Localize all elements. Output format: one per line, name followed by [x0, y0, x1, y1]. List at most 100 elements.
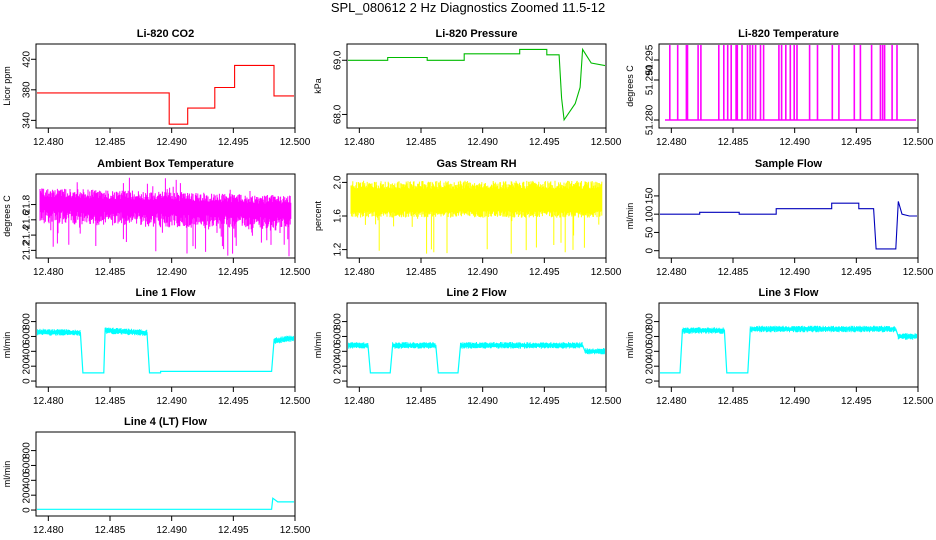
- chart-title: Li-820 Pressure: [436, 28, 518, 40]
- series-line: [669, 45, 898, 120]
- x-tick-label: 12.495: [218, 137, 249, 148]
- chart-1: Li-820 Pressure 12.480 12.485 12.490 12.495 1…: [313, 28, 622, 148]
- x-tick-label: 12.485: [95, 267, 126, 278]
- y-tick-label: 800: [22, 442, 33, 459]
- plot-frame: [35, 302, 296, 388]
- x-tick-label: 12.480: [344, 267, 375, 278]
- x-tick-label: 12.485: [406, 137, 437, 148]
- chart-6: Line 1 Flow 12.480 12.485 12.490 12.495 12.50…: [2, 287, 311, 407]
- x-tick-label: 12.500: [591, 267, 622, 278]
- y-tick-label: 600: [22, 457, 33, 474]
- series-noise: [348, 342, 605, 355]
- series-line: [37, 497, 294, 510]
- y-tick-label: 1.6: [333, 209, 344, 223]
- y-tick-label: 200: [22, 357, 33, 374]
- y-tick-label: 21.8: [22, 194, 33, 214]
- y-tick-label: 800: [645, 313, 656, 330]
- y-tick-label: 2.0: [333, 175, 344, 189]
- y-tick-label: 100: [645, 205, 656, 222]
- chart-5: Sample Flow 12.480 12.485 12.490 12.495 12.50…: [625, 158, 934, 278]
- series-noise: [37, 327, 294, 344]
- chart-0: Li-820 CO2 12.480 12.485 12.490 12.495 12.500…: [2, 28, 311, 148]
- y-axis-label: percent: [313, 200, 323, 231]
- x-tick-label: 12.490: [779, 267, 810, 278]
- chart-title: Sample Flow: [755, 158, 823, 170]
- y-tick-label: 800: [22, 313, 33, 330]
- y-tick-label: 0: [645, 378, 656, 384]
- x-tick-label: 12.495: [841, 137, 872, 148]
- x-tick-label: 12.480: [656, 137, 687, 148]
- plot-frame: [346, 302, 607, 388]
- chart-9: Line 4 (LT) Flow 12.480 12.485 12.490 12.495…: [2, 416, 311, 536]
- chart-title: Line 4 (LT) Flow: [124, 416, 207, 428]
- y-tick-label: 400: [22, 343, 33, 360]
- x-tick-label: 12.490: [156, 525, 187, 536]
- chart-8: Line 3 Flow 12.480 12.485 12.490 12.495 12.50…: [625, 287, 934, 407]
- y-tick-label: 380: [22, 81, 33, 98]
- y-tick-label: 21.4: [22, 225, 33, 245]
- y-tick-label: 51.295: [645, 44, 656, 75]
- plot-frame: [35, 43, 296, 129]
- plot-frame: [658, 43, 919, 129]
- x-tick-label: 12.490: [156, 137, 187, 148]
- x-tick-label: 12.500: [280, 525, 311, 536]
- chart-title: Gas Stream RH: [436, 158, 516, 170]
- x-tick-label: 12.500: [591, 396, 622, 407]
- y-tick-label: 51.290: [645, 64, 656, 95]
- x-tick-label: 12.480: [33, 525, 64, 536]
- chart-7: Line 2 Flow 12.480 12.485 12.490 12.495 12.50…: [313, 287, 622, 407]
- x-tick-label: 12.495: [841, 267, 872, 278]
- x-tick-label: 12.480: [33, 267, 64, 278]
- chart-title: Ambient Box Temperature: [97, 158, 234, 170]
- y-tick-label: 800: [333, 313, 344, 330]
- plot-frame: [346, 43, 607, 129]
- y-axis-label: ml/min: [2, 332, 12, 359]
- x-tick-label: 12.490: [156, 396, 187, 407]
- y-tick-label: 200: [333, 357, 344, 374]
- y-tick-label: 200: [645, 357, 656, 374]
- x-tick-label: 12.485: [718, 396, 749, 407]
- y-tick-label: 0: [333, 378, 344, 384]
- x-tick-label: 12.480: [656, 267, 687, 278]
- series-noise: [681, 325, 917, 340]
- chart-4: Gas Stream RH 12.480 12.485 12.490 12.495 12.…: [313, 158, 622, 278]
- x-tick-label: 12.490: [467, 396, 498, 407]
- y-tick-label: 400: [645, 343, 656, 360]
- y-tick-label: 0: [22, 378, 33, 384]
- y-axis-label: ml/min: [625, 332, 635, 359]
- x-tick-label: 12.495: [529, 137, 560, 148]
- series-line: [660, 201, 917, 250]
- chart-3: Ambient Box Temperature 12.480 12.485 12.49…: [2, 158, 311, 278]
- x-tick-label: 12.490: [779, 396, 810, 407]
- chart-title: Li-820 Temperature: [738, 28, 839, 40]
- x-tick-label: 12.480: [33, 396, 64, 407]
- page-title: SPL_080612 2 Hz Diagnostics Zoomed 11.5-…: [330, 0, 606, 15]
- x-tick-label: 12.485: [406, 267, 437, 278]
- x-tick-label: 12.485: [406, 396, 437, 407]
- series-line: [37, 64, 294, 125]
- plot-frame: [35, 173, 296, 259]
- x-tick-label: 12.495: [218, 525, 249, 536]
- x-tick-label: 12.495: [218, 396, 249, 407]
- x-tick-label: 12.485: [95, 525, 126, 536]
- x-tick-label: 12.500: [280, 396, 311, 407]
- y-tick-label: 600: [22, 328, 33, 345]
- y-axis-label: degrees C: [625, 65, 635, 107]
- y-tick-label: 400: [22, 472, 33, 489]
- y-axis-label: ml/min: [2, 461, 12, 488]
- y-tick-label: 69.0: [333, 50, 344, 70]
- series-line: [350, 180, 603, 254]
- plot-frame: [35, 431, 296, 517]
- x-tick-label: 12.500: [280, 137, 311, 148]
- y-axis-label: kPa: [313, 78, 323, 94]
- y-tick-label: 200: [22, 486, 33, 503]
- y-tick-label: 420: [22, 50, 33, 67]
- chart-title: Li-820 CO2: [137, 28, 194, 40]
- x-tick-label: 12.480: [33, 137, 64, 148]
- x-tick-label: 12.485: [718, 137, 749, 148]
- x-tick-label: 12.500: [903, 267, 934, 278]
- y-tick-label: 400: [333, 343, 344, 360]
- x-tick-label: 12.500: [903, 396, 934, 407]
- y-axis-label: ml/min: [313, 332, 323, 359]
